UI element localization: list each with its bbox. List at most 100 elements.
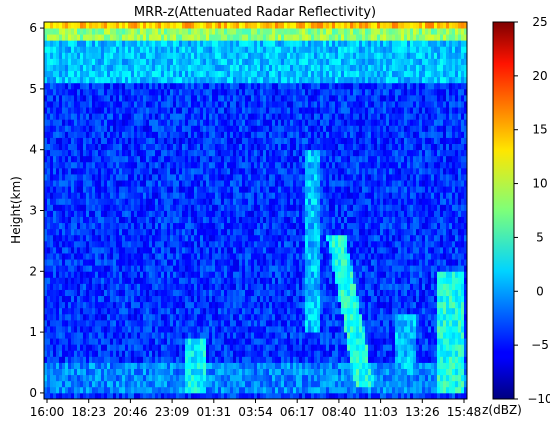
heatmap-cell <box>128 380 132 388</box>
heatmap-cell <box>230 277 234 284</box>
heatmap-cell <box>131 380 135 388</box>
heatmap-cell <box>80 307 84 315</box>
heatmap-cell <box>191 307 195 315</box>
heatmap-cell <box>125 155 129 163</box>
heatmap-cell <box>65 253 69 260</box>
heatmap-cell <box>92 253 96 260</box>
heatmap-cell <box>161 58 165 65</box>
heatmap-cell <box>206 28 210 35</box>
heatmap-cell <box>71 64 75 72</box>
heatmap-cell <box>266 222 270 230</box>
heatmap-cell <box>233 332 237 339</box>
heatmap-cell <box>74 180 78 187</box>
heatmap-cell <box>95 192 99 199</box>
heatmap-cell <box>143 374 147 382</box>
heatmap-cell <box>245 253 249 260</box>
heatmap-cell <box>107 222 111 230</box>
heatmap-cell <box>47 234 51 242</box>
heatmap-cell <box>176 125 180 132</box>
heatmap-cell <box>47 277 51 284</box>
heatmap-cell <box>80 283 84 290</box>
heatmap-cell <box>71 216 75 224</box>
heatmap-cell <box>200 58 204 65</box>
heatmap-cell <box>242 180 246 187</box>
heatmap-cell <box>245 125 249 132</box>
heatmap-cell <box>185 240 189 248</box>
heatmap-cell <box>74 161 78 169</box>
heatmap-cell <box>53 222 57 230</box>
heatmap-cell <box>224 338 228 345</box>
heatmap-cell <box>152 94 156 102</box>
heatmap-cell <box>194 313 198 321</box>
heatmap-cell <box>155 277 159 284</box>
heatmap-cell <box>215 295 219 303</box>
heatmap-cell <box>98 289 102 297</box>
heatmap-cell <box>188 295 192 303</box>
heatmap-cell <box>224 64 228 72</box>
heatmap-cell <box>83 88 87 96</box>
heatmap-cell <box>116 392 120 399</box>
heatmap-cell <box>68 34 72 41</box>
heatmap-cell <box>110 326 114 333</box>
heatmap-cell <box>257 265 261 272</box>
heatmap-cell <box>224 283 228 290</box>
heatmap-cell <box>59 58 63 65</box>
heatmap-cell <box>158 204 162 211</box>
heatmap-cell <box>272 246 276 254</box>
heatmap-cell <box>191 40 195 47</box>
heatmap-cell <box>260 137 264 145</box>
heatmap-cell <box>182 271 186 278</box>
heatmap-cell <box>197 125 201 132</box>
heatmap-cell <box>176 344 180 351</box>
heatmap-cell <box>263 76 267 84</box>
heatmap-cell <box>62 204 66 211</box>
heatmap-cell <box>149 155 153 163</box>
heatmap-cell <box>164 350 168 357</box>
heatmap-cell <box>188 76 192 84</box>
heatmap-cell <box>74 131 78 138</box>
heatmap-cell <box>50 374 54 382</box>
heatmap-cell <box>98 52 102 59</box>
heatmap-cell <box>269 28 273 35</box>
heatmap-cell <box>248 210 252 217</box>
heatmap-cell <box>155 259 159 266</box>
heatmap-cell <box>47 374 51 382</box>
heatmap-cell <box>137 137 141 145</box>
heatmap-cell <box>281 46 285 53</box>
heatmap-cell <box>104 113 108 120</box>
heatmap-cell <box>62 277 66 284</box>
heatmap-cell <box>77 271 81 278</box>
heatmap-cell <box>125 198 129 205</box>
heatmap-cell <box>86 253 90 260</box>
heatmap-cell <box>53 40 57 47</box>
heatmap-cell <box>107 52 111 59</box>
heatmap-cell <box>212 240 216 248</box>
heatmap-cell <box>92 180 96 187</box>
heatmap-cell <box>143 40 147 47</box>
heatmap-cell <box>113 143 117 151</box>
heatmap-cell <box>224 180 228 187</box>
heatmap-cell <box>125 319 129 327</box>
heatmap-cell <box>263 46 267 53</box>
heatmap-cell <box>251 392 255 399</box>
heatmap-cell <box>50 155 54 163</box>
heatmap-cell <box>179 22 183 29</box>
heatmap-cell <box>113 180 117 187</box>
heatmap-cell <box>158 155 162 163</box>
heatmap-cell <box>188 319 192 327</box>
heatmap-cell <box>179 301 183 309</box>
heatmap-cell <box>92 319 96 327</box>
heatmap-cell <box>86 161 90 169</box>
heatmap-cell <box>101 186 105 193</box>
heatmap-cell <box>107 265 111 272</box>
heatmap-cell <box>110 198 114 205</box>
heatmap-cell <box>74 192 78 199</box>
heatmap-cell <box>176 289 180 297</box>
heatmap-cell <box>269 259 273 266</box>
heatmap-cell <box>107 216 111 224</box>
heatmap-cell <box>167 326 171 333</box>
heatmap-cell <box>200 259 204 266</box>
heatmap-cell <box>50 313 54 321</box>
heatmap-cell <box>101 137 105 145</box>
heatmap-cell <box>260 350 264 357</box>
